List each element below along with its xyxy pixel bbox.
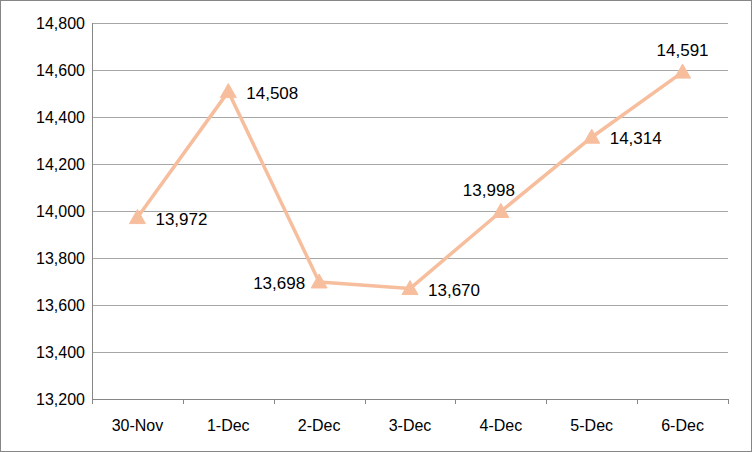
marker [311, 274, 327, 288]
grid-line [92, 399, 728, 400]
grid-line [92, 305, 728, 306]
grid [92, 24, 728, 400]
x-axis-line [92, 399, 728, 400]
x-tick-label: 4-Dec [480, 417, 523, 434]
grid-line [92, 117, 728, 118]
x-tick-mark [183, 399, 184, 404]
x-tick-mark [728, 399, 729, 404]
series [129, 64, 690, 294]
series-line [137, 72, 682, 288]
x-tick-mark [365, 399, 366, 404]
x-tick-label: 30-Nov [112, 417, 164, 434]
y-tick-label: 13,600 [36, 297, 85, 314]
data-label: 13,670 [428, 281, 480, 300]
y-tick-label: 14,800 [36, 15, 85, 32]
grid-line [92, 23, 728, 24]
data-label: 14,314 [610, 129, 662, 148]
chart-svg: 13,200 13,400 13,600 13,800 14,000 14,200 14,4… [0, 0, 752, 452]
y-tick-label: 14,200 [36, 156, 85, 173]
data-labels: 13,972 14,508 13,698 13,670 13,998 14,314 14,5… [155, 41, 708, 299]
marker [129, 210, 145, 224]
grid-line [92, 164, 728, 165]
y-tick-label: 14,400 [36, 109, 85, 126]
chart-frame [1, 1, 752, 452]
marker [675, 64, 691, 78]
y-tick-label: 14,600 [36, 62, 85, 79]
y-axis: 13,200 13,400 13,600 13,800 14,000 14,200 14,4… [36, 15, 85, 408]
marker [220, 84, 236, 98]
grid-line [92, 258, 728, 259]
x-tick-label: 1-Dec [207, 417, 250, 434]
grid-line [92, 352, 728, 353]
data-label: 13,998 [463, 181, 515, 200]
y-tick-label: 13,400 [36, 344, 85, 361]
x-tick-label: 3-Dec [389, 417, 432, 434]
y-tick-label: 13,200 [36, 391, 85, 408]
data-label: 14,508 [246, 84, 298, 103]
y-tick-label: 14,000 [36, 203, 85, 220]
x-tick-label: 6-Dec [661, 417, 704, 434]
x-tick-label: 2-Dec [298, 417, 341, 434]
x-tick-mark [637, 399, 638, 404]
grid-line [92, 70, 728, 71]
x-tick-label: 5-Dec [570, 417, 613, 434]
x-tick-mark [92, 399, 93, 404]
marker [402, 281, 418, 295]
x-tick-mark [546, 399, 547, 404]
marker [493, 203, 509, 217]
data-label: 13,972 [155, 210, 207, 229]
data-label: 14,591 [657, 41, 709, 60]
y-axis-line [92, 23, 93, 399]
chart-container: 13,200 13,400 13,600 13,800 14,000 14,200 14,4… [0, 0, 752, 452]
y-tick-label: 13,800 [36, 250, 85, 267]
x-tick-mark [274, 399, 275, 404]
x-tick-mark [455, 399, 456, 404]
x-axis: 30-Nov 1-Dec 2-Dec 3-Dec 4-Dec 5-Dec 6-Dec [93, 399, 729, 434]
marker [584, 129, 600, 143]
data-label: 13,698 [253, 274, 305, 293]
